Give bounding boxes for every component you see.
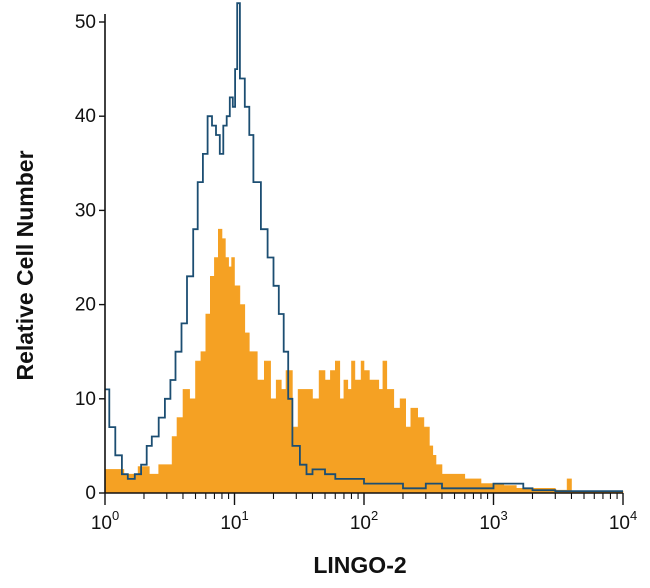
y-tick-label-50: 50: [75, 12, 96, 33]
series-0-filled-histogram: [104, 228, 624, 494]
series-1-outline-histogram: [105, 2, 623, 492]
x-tick-label-2: 102: [350, 508, 378, 534]
y-axis-title: Relative Cell Number: [12, 150, 38, 380]
ticks-layer: 0 10 20 30 40 50 100 101 102 103 104: [75, 12, 637, 534]
x-axis-title: LINGO-2: [313, 552, 406, 578]
y-tick-label-40: 40: [75, 106, 96, 127]
y-tick-label-30: 30: [75, 200, 96, 221]
x-tick-label-0: 100: [91, 508, 119, 534]
y-tick-label-0: 0: [85, 483, 96, 504]
y-tick-label-20: 20: [75, 295, 96, 316]
x-tick-label-4: 104: [609, 508, 637, 534]
x-tick-label-3: 103: [479, 508, 507, 534]
x-tick-label-1: 101: [220, 508, 248, 534]
y-tick-label-10: 10: [75, 389, 96, 410]
series-layer: [104, 2, 624, 494]
